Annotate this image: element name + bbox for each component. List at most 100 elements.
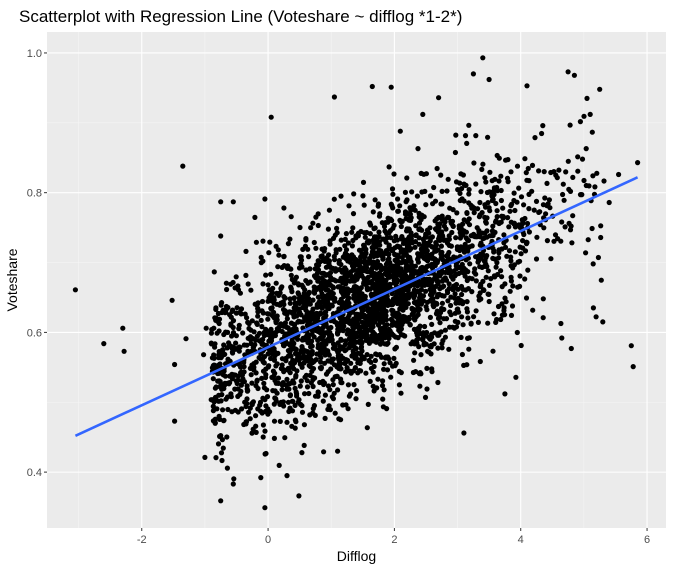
data-point bbox=[356, 295, 362, 301]
data-point bbox=[433, 248, 439, 254]
data-point bbox=[376, 313, 383, 319]
data-point bbox=[442, 275, 448, 281]
data-point bbox=[256, 338, 263, 344]
data-point bbox=[272, 332, 278, 339]
data-point bbox=[398, 266, 404, 272]
data-point bbox=[353, 396, 359, 402]
data-point bbox=[395, 208, 401, 214]
data-point bbox=[306, 254, 312, 260]
data-point bbox=[220, 445, 226, 451]
data-point bbox=[297, 383, 303, 389]
data-point bbox=[442, 217, 448, 223]
data-point bbox=[399, 218, 405, 224]
data-point bbox=[330, 356, 336, 362]
data-point bbox=[379, 220, 385, 226]
data-point bbox=[394, 300, 400, 307]
data-point bbox=[321, 281, 327, 288]
data-point bbox=[225, 359, 231, 365]
data-point bbox=[425, 334, 431, 340]
data-point bbox=[386, 164, 392, 170]
data-point bbox=[169, 297, 175, 303]
data-point bbox=[224, 434, 230, 440]
data-point bbox=[382, 341, 388, 347]
data-point bbox=[362, 254, 368, 260]
data-point bbox=[342, 319, 348, 325]
data-point bbox=[288, 214, 294, 220]
data-point bbox=[460, 322, 466, 328]
data-point bbox=[505, 157, 511, 163]
data-point bbox=[468, 202, 474, 208]
data-point bbox=[359, 266, 365, 272]
data-point bbox=[439, 345, 445, 351]
data-point bbox=[253, 370, 259, 376]
data-point bbox=[395, 196, 401, 202]
data-point bbox=[384, 260, 391, 266]
data-point bbox=[363, 250, 369, 256]
data-point bbox=[292, 417, 298, 423]
data-point bbox=[483, 219, 489, 225]
data-point bbox=[212, 385, 218, 391]
data-point bbox=[335, 448, 341, 454]
data-point bbox=[345, 327, 351, 333]
data-point bbox=[381, 223, 388, 230]
data-point bbox=[375, 201, 382, 207]
data-point bbox=[358, 254, 364, 260]
data-point bbox=[229, 333, 235, 339]
data-point bbox=[480, 287, 487, 293]
data-point bbox=[253, 359, 259, 365]
data-point bbox=[439, 305, 445, 312]
data-point bbox=[338, 337, 345, 343]
data-point bbox=[459, 186, 465, 192]
data-point bbox=[584, 95, 590, 101]
data-point bbox=[310, 306, 316, 312]
data-point bbox=[523, 239, 530, 245]
data-point bbox=[496, 178, 502, 184]
data-point bbox=[379, 336, 385, 342]
data-point bbox=[484, 228, 490, 234]
data-point bbox=[485, 320, 491, 326]
data-point bbox=[254, 321, 260, 327]
data-point bbox=[428, 296, 434, 302]
data-point bbox=[384, 272, 390, 278]
data-point bbox=[402, 333, 408, 339]
data-point bbox=[465, 315, 471, 321]
data-point bbox=[437, 273, 443, 279]
data-point bbox=[437, 320, 443, 326]
data-point bbox=[276, 252, 282, 258]
data-point bbox=[486, 282, 493, 288]
data-point bbox=[448, 269, 454, 275]
data-point bbox=[412, 244, 418, 250]
data-point bbox=[345, 295, 351, 301]
data-point bbox=[473, 308, 479, 314]
data-point bbox=[510, 283, 516, 289]
data-point bbox=[402, 189, 408, 195]
data-point bbox=[224, 286, 230, 293]
data-point bbox=[282, 320, 288, 326]
data-point bbox=[459, 291, 465, 298]
data-point bbox=[265, 351, 271, 357]
data-point bbox=[334, 225, 340, 231]
data-point bbox=[408, 341, 414, 347]
data-point bbox=[525, 267, 531, 273]
data-point bbox=[540, 123, 546, 129]
data-point bbox=[390, 191, 396, 197]
data-point bbox=[521, 231, 527, 238]
data-point bbox=[466, 346, 472, 352]
data-point bbox=[238, 369, 245, 375]
data-point bbox=[287, 393, 293, 399]
data-point bbox=[298, 261, 304, 267]
data-point bbox=[533, 256, 540, 262]
data-point bbox=[457, 197, 463, 204]
data-point bbox=[351, 292, 357, 298]
data-point bbox=[562, 224, 568, 230]
data-point bbox=[327, 387, 333, 393]
data-point bbox=[326, 278, 332, 284]
data-point bbox=[275, 328, 281, 334]
data-point bbox=[225, 406, 231, 413]
data-point bbox=[308, 225, 314, 231]
data-point bbox=[278, 321, 284, 327]
data-point bbox=[392, 251, 398, 257]
data-point bbox=[517, 224, 523, 230]
data-point bbox=[420, 253, 426, 259]
data-point bbox=[371, 241, 377, 247]
